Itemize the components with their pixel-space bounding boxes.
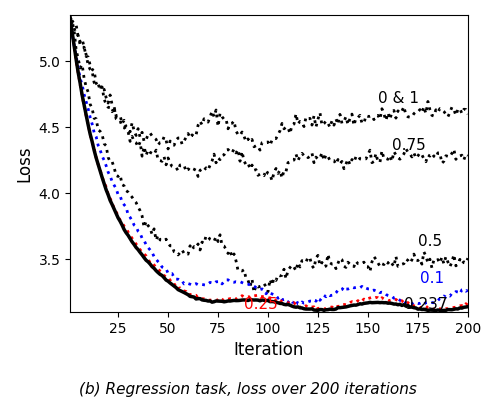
Text: 0.5: 0.5 [418, 234, 442, 249]
X-axis label: Iteration: Iteration [234, 341, 304, 359]
Text: 0.237: 0.237 [404, 297, 447, 312]
Text: 0 & 1: 0 & 1 [378, 92, 419, 106]
Text: 0.75: 0.75 [392, 138, 426, 152]
Y-axis label: Loss: Loss [15, 145, 33, 182]
Text: 0.25: 0.25 [244, 297, 278, 312]
Text: (b) Regression task, loss over 200 iterations: (b) Regression task, loss over 200 itera… [79, 382, 417, 397]
Text: 0.1: 0.1 [420, 271, 444, 286]
